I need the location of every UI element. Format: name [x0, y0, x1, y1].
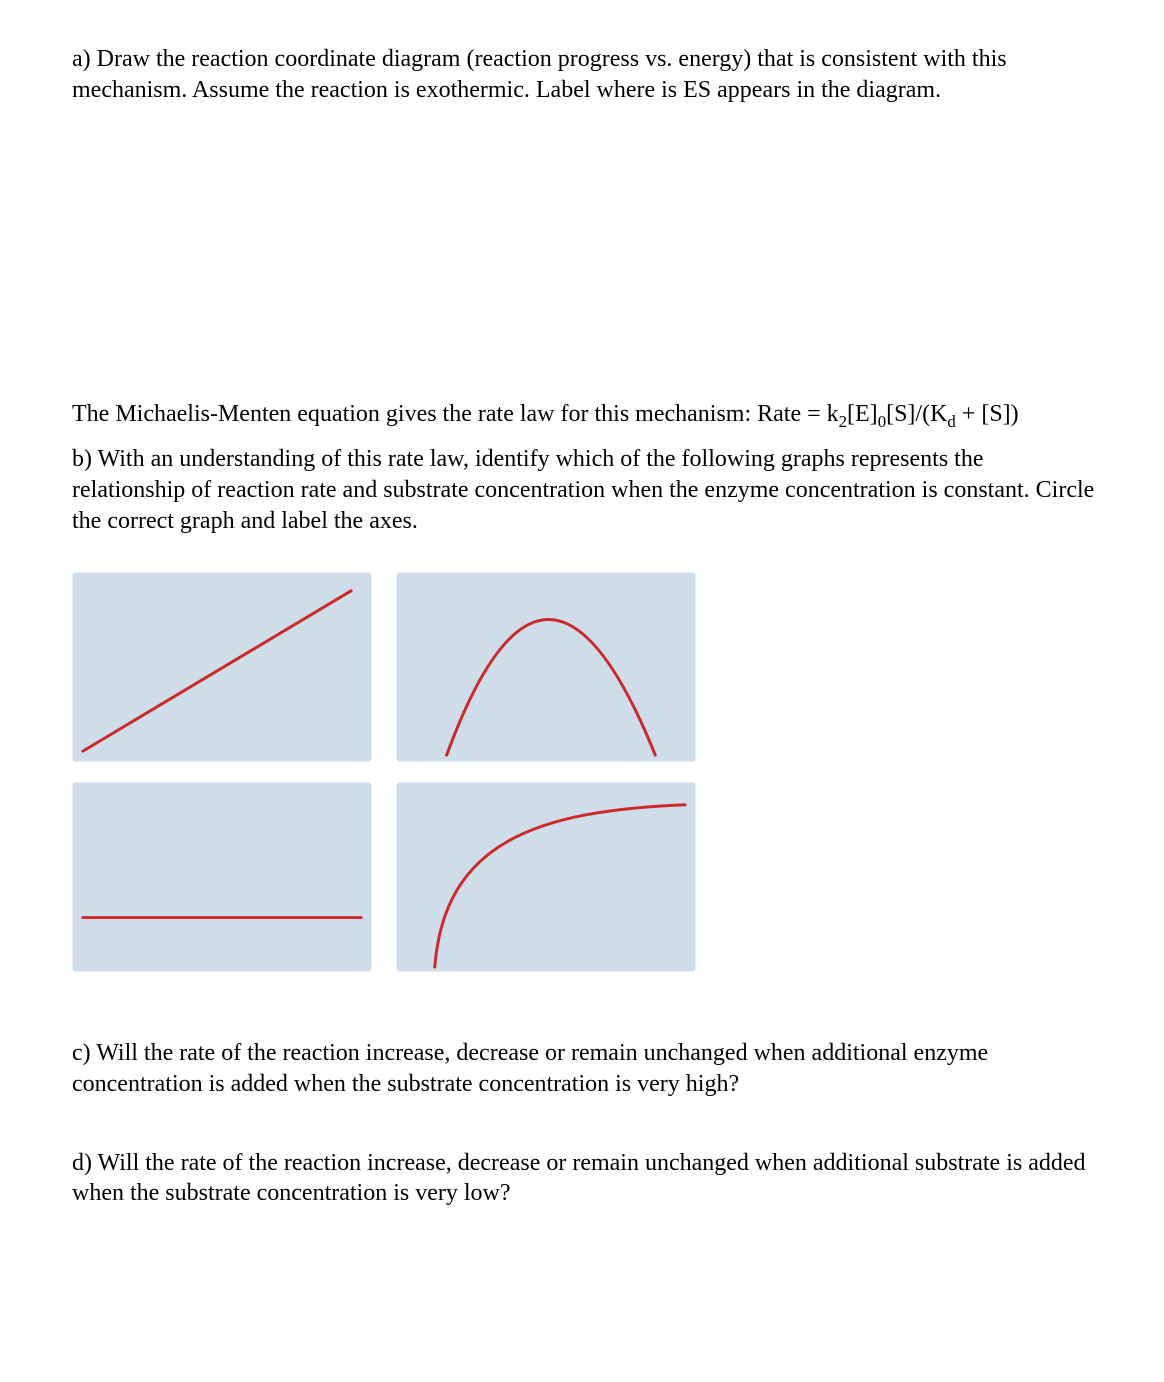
rate-law-mid-1: [E]	[847, 401, 878, 427]
graph-parabola	[396, 572, 696, 762]
blank-drawing-area	[72, 105, 1096, 385]
part-d-text: d) Will the rate of the reaction increas…	[72, 1148, 1096, 1209]
graph-saturation-curve	[435, 805, 685, 967]
rate-law-prefix: The Michaelis-Menten equation gives the …	[72, 401, 839, 427]
rate-law-sub-2: 0	[878, 412, 886, 431]
part-c-text: c) Will the rate of the reaction increas…	[72, 1038, 1096, 1099]
rate-law-suffix: + [S])	[956, 401, 1019, 427]
graph-saturation	[396, 782, 696, 972]
rate-law-mid-2: [S]/(K	[886, 401, 947, 427]
rate-law-sub-1: 2	[839, 412, 847, 431]
graph-linear-curve	[83, 591, 351, 751]
graph-linear	[72, 572, 372, 762]
graph-flat	[72, 782, 372, 972]
rate-law-sub-3: d	[947, 412, 955, 431]
graph-parabola-curve	[447, 620, 656, 756]
page: a) Draw the reaction coordinate diagram …	[0, 0, 1164, 1382]
part-a-text: a) Draw the reaction coordinate diagram …	[72, 44, 1096, 105]
part-b-text: b) With an understanding of this rate la…	[72, 444, 1096, 536]
graph-grid	[72, 572, 712, 972]
rate-law-line: The Michaelis-Menten equation gives the …	[72, 399, 1096, 430]
